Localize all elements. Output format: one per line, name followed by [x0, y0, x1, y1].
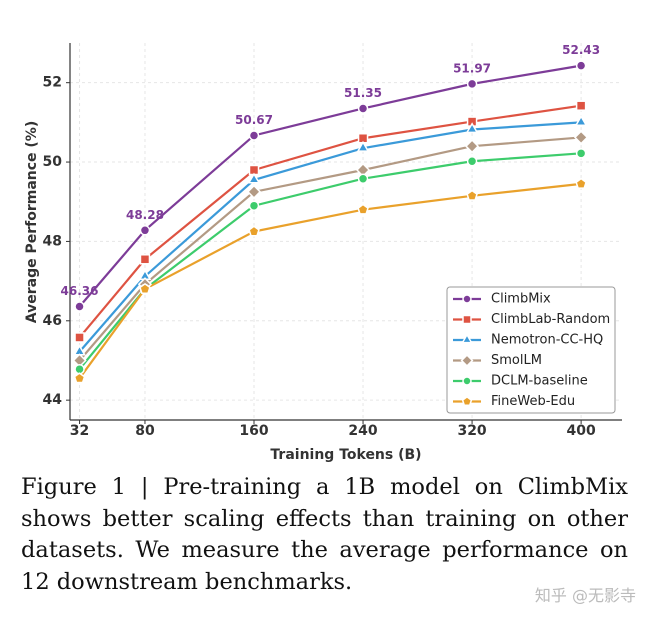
data-label: 51.35 — [344, 86, 382, 100]
x-tick-label: 400 — [566, 423, 595, 439]
line — [78, 182, 582, 379]
marker — [574, 115, 588, 127]
marker — [465, 122, 479, 134]
x-tick-label: 160 — [239, 423, 268, 439]
y-tick-label: 50 — [43, 154, 63, 170]
legend-box — [446, 286, 616, 414]
line — [78, 104, 582, 339]
x-tick-label: 320 — [457, 423, 486, 439]
marker — [357, 203, 369, 215]
marker — [246, 184, 262, 199]
marker — [357, 103, 369, 114]
marker — [248, 200, 260, 211]
data-label: 50.67 — [235, 113, 273, 127]
marker — [575, 100, 587, 111]
line — [78, 64, 582, 308]
chart: Training Tokens (B) Average Performance … — [24, 43, 622, 463]
y-tick-label: 44 — [43, 392, 63, 408]
caption: Figure 1 | Pre-training a 1B model on Cl… — [21, 474, 628, 595]
legend-label: ClimbMix — [491, 292, 551, 307]
legend-label: ClimbLab-Random — [491, 312, 610, 327]
marker — [575, 60, 587, 71]
marker — [73, 372, 86, 384]
y-axis-label: Average Performance (%) — [24, 121, 40, 323]
marker — [464, 139, 480, 154]
marker — [139, 282, 151, 294]
marker — [573, 130, 589, 145]
x-tick-label: 80 — [135, 423, 155, 439]
x-tick-label: 240 — [348, 423, 377, 439]
legend-marker — [461, 395, 473, 406]
legend-marker — [461, 333, 473, 344]
x-tick-label: 32 — [70, 423, 89, 439]
marker — [139, 254, 151, 265]
legend-marker — [460, 354, 474, 367]
data-label: 51.97 — [453, 61, 491, 75]
marker — [356, 140, 370, 152]
marker — [139, 225, 151, 236]
marker — [357, 173, 369, 184]
line — [78, 121, 582, 353]
marker — [247, 172, 261, 184]
legend-label: SmolLM — [491, 353, 542, 368]
legend-marker — [462, 376, 472, 386]
y-tick-label: 52 — [43, 75, 62, 91]
marker — [466, 189, 478, 201]
legend-marker — [462, 294, 472, 304]
marker — [575, 177, 587, 189]
marker — [466, 156, 478, 167]
data-label: 46.36 — [61, 284, 99, 298]
line — [78, 136, 582, 362]
legend-marker — [462, 314, 472, 325]
x-axis-label: Training Tokens (B) — [270, 447, 421, 463]
y-tick-label: 46 — [43, 313, 62, 329]
data-label: 48.28 — [126, 208, 164, 222]
watermark: 知乎 @无影寺 — [534, 586, 636, 605]
marker — [575, 148, 587, 159]
legend-label: FineWeb-Edu — [491, 394, 575, 409]
marker — [74, 301, 85, 312]
y-tick-label: 48 — [43, 233, 62, 249]
legend-label: DCLM-baseline — [491, 374, 588, 389]
marker — [248, 225, 260, 237]
marker — [466, 78, 478, 90]
marker — [74, 332, 85, 343]
legend-label: Nemotron-CC-HQ — [491, 333, 603, 348]
data-label: 52.43 — [562, 43, 600, 57]
marker — [248, 130, 260, 141]
